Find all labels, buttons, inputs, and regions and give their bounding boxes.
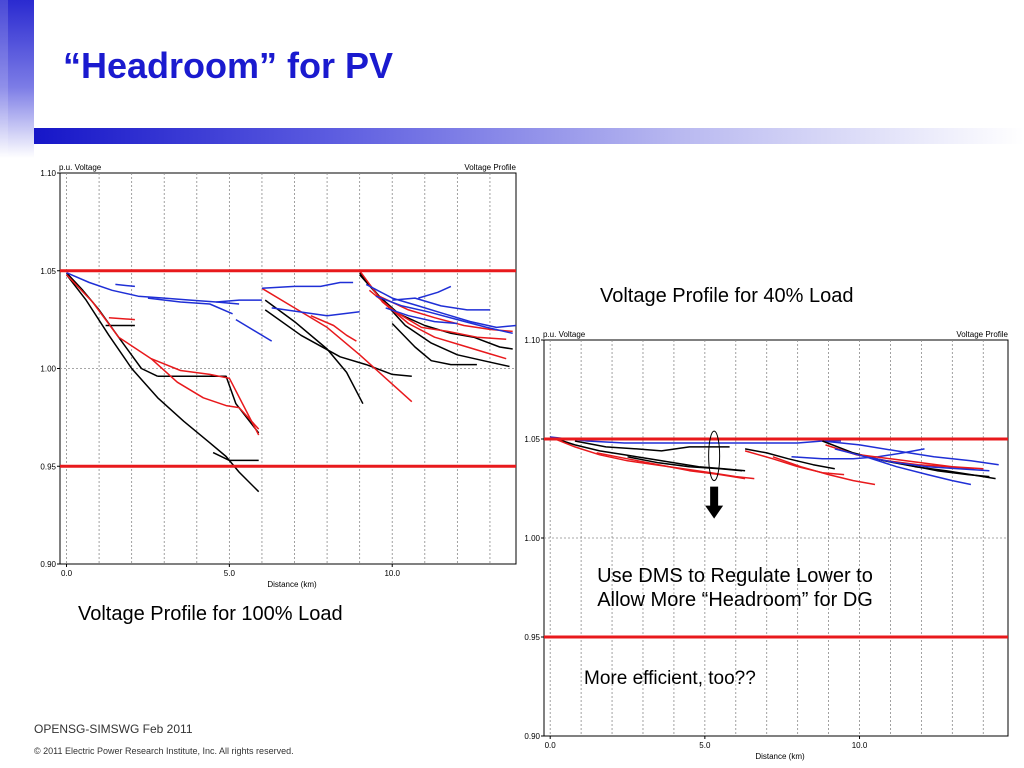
y-tick-label: 0.95	[524, 633, 540, 642]
chart-title: Voltage Profile	[464, 163, 516, 172]
series-line-blue	[271, 307, 360, 317]
title-underline-bar	[34, 128, 1024, 144]
series-line-blue	[418, 285, 452, 299]
y-tick-label: 1.05	[524, 435, 540, 444]
series-line-black	[212, 451, 259, 462]
series-line-red	[772, 456, 876, 486]
y-tick-label: 1.05	[40, 267, 56, 276]
y-tick-label: 1.00	[524, 534, 540, 543]
series-line-blue	[822, 440, 999, 466]
x-tick-label: 0.0	[545, 741, 557, 750]
slide-title: “Headroom” for PV	[63, 45, 394, 86]
series-line-black	[574, 440, 730, 452]
series-line-black	[65, 274, 260, 493]
dms-annotation-line-2: Allow More “Headroom” for DG	[597, 589, 873, 611]
x-axis-label: Distance (km)	[267, 580, 317, 589]
caption-100-load: Voltage Profile for 100% Load	[78, 603, 343, 625]
y-tick-label: 0.90	[524, 732, 540, 741]
dms-annotation-line-1: Use DMS to Regulate Lower to	[597, 565, 873, 587]
series-line-blue	[365, 283, 517, 329]
series-line-black	[391, 322, 477, 366]
dms-annotation: Use DMS to Regulate Lower to Allow More …	[560, 564, 910, 612]
y-tick-label: 0.95	[40, 462, 56, 471]
series-line-red	[108, 316, 135, 321]
slide-side-bar	[0, 0, 34, 158]
series-line-blue	[865, 456, 990, 472]
series-line-blue	[216, 299, 262, 303]
x-tick-label: 10.0	[852, 741, 868, 750]
series-line-black	[264, 309, 412, 378]
x-tick-label: 0.0	[61, 569, 73, 578]
series-line-blue	[834, 448, 972, 486]
series-line-blue	[235, 318, 273, 342]
chart-title: Voltage Profile	[956, 330, 1008, 339]
x-tick-label: 5.0	[224, 569, 236, 578]
series-line-red	[261, 287, 413, 403]
series-line-red	[744, 450, 845, 476]
series-line-blue	[392, 297, 490, 311]
y-tick-label: 1.00	[40, 365, 56, 374]
series-line-blue	[261, 281, 354, 290]
series-line-blue	[375, 295, 513, 335]
series-line-blue	[66, 272, 240, 305]
series-line-red	[150, 358, 240, 409]
footer-copyright: © 2011 Electric Power Research Institute…	[34, 746, 294, 756]
y-tick-label: 1.10	[40, 169, 56, 178]
y-tick-label: 1.10	[524, 336, 540, 345]
x-tick-label: 10.0	[384, 569, 400, 578]
chart-100: 0.90 0.95 1.00 1.05 1.10 0.0 5.0 10.0 p.u. Volta…	[40, 163, 516, 589]
series-line-blue	[147, 297, 233, 315]
series-line-red	[310, 315, 357, 342]
series-line-red	[65, 274, 260, 436]
x-axis-label: Distance (km)	[755, 752, 805, 761]
chart-40: 0.90 0.95 1.00 1.05 1.10 0.0 5.0 10.0 p.u. Volta…	[524, 330, 1008, 761]
series-line-blue	[550, 436, 841, 444]
y-axis-label: p.u. Voltage	[59, 163, 102, 172]
y-tick-label: 0.90	[40, 560, 56, 569]
y-axis-label: p.u. Voltage	[543, 330, 586, 339]
footer-organization: OPENSG-SIMSWG Feb 2011	[34, 722, 193, 736]
series-line-black	[744, 448, 835, 470]
caption-40-load: Voltage Profile for 40% Load	[600, 285, 854, 307]
series-line-blue	[115, 283, 135, 288]
series-line-red	[596, 452, 746, 480]
down-arrow-icon	[705, 486, 724, 519]
series-line-red	[238, 407, 260, 430]
series-line-red	[368, 289, 507, 340]
series-line-black	[627, 456, 743, 472]
x-tick-label: 5.0	[699, 741, 711, 750]
efficiency-annotation: More efficient, too??	[584, 668, 756, 689]
series-line-red	[859, 454, 984, 470]
highlight-ellipse	[708, 430, 721, 482]
series-line-blue	[385, 307, 458, 325]
